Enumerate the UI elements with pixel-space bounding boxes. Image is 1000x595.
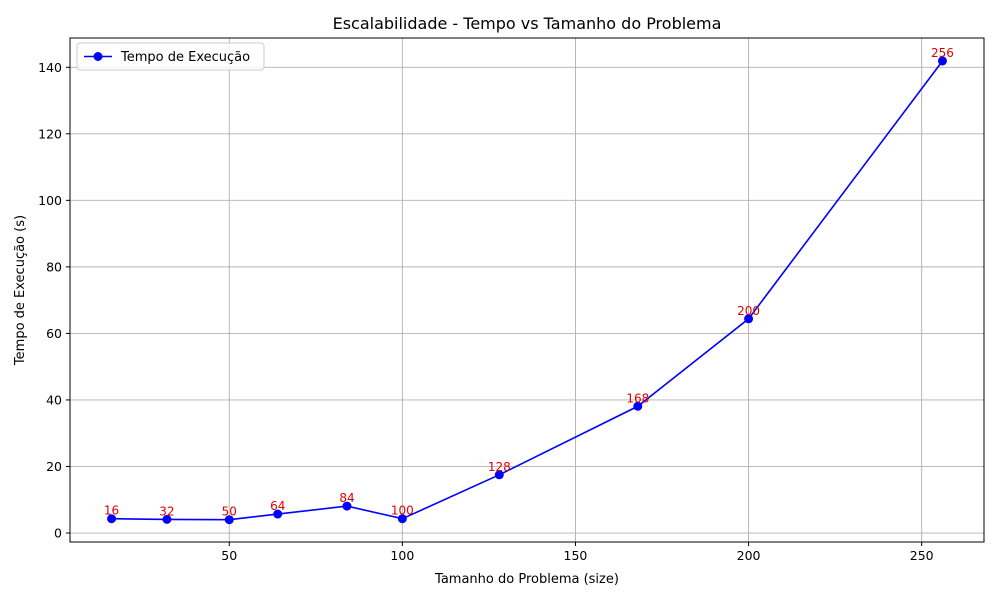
data-label: 16: [104, 504, 119, 518]
x-tick-label: 150: [564, 548, 588, 563]
data-point: [633, 401, 643, 411]
data-label: 200: [737, 304, 760, 318]
x-axis-label: Tamanho do Problema (size): [434, 572, 619, 587]
data-point: [107, 514, 117, 524]
chart-title: Escalabilidade - Tempo vs Tamanho do Pro…: [333, 14, 722, 33]
x-tick-label: 200: [737, 548, 761, 563]
data-label: 100: [391, 504, 414, 518]
grid: [70, 38, 984, 542]
y-tick-label: 0: [54, 526, 62, 541]
data-point: [224, 515, 234, 525]
point-labels: 16 32 50 64 84 100 128 168 200 256: [104, 46, 954, 519]
y-tick-label: 40: [46, 392, 62, 407]
data-label: 64: [270, 499, 285, 513]
series-tempo-de-execucao: [107, 56, 947, 525]
series-line: [111, 60, 944, 521]
legend-marker: [93, 52, 103, 61]
y-tick-label: 100: [38, 193, 62, 208]
data-label: 128: [488, 460, 511, 474]
data-label: 32: [159, 504, 174, 518]
data-point: [397, 514, 407, 524]
data-label: 256: [931, 46, 954, 60]
data-point: [162, 514, 172, 524]
data-point: [494, 470, 504, 480]
x-tick-label: 250: [910, 548, 934, 563]
data-point: [937, 56, 947, 66]
y-tick-label: 140: [38, 60, 62, 75]
legend-box: [76, 42, 265, 71]
data-point: [744, 314, 754, 324]
y-axis-label: Tempo de Execução (s): [13, 215, 28, 366]
data-label: 84: [339, 491, 354, 505]
legend-label: Tempo de Execução: [120, 50, 250, 65]
plot-area-frame: [69, 37, 985, 543]
data-point: [342, 501, 352, 511]
legend: Tempo de Execução: [76, 42, 265, 71]
x-axis-ticks: 50 100 150 200 250: [221, 542, 934, 563]
x-tick-label: 100: [390, 548, 414, 563]
data-label: 168: [626, 391, 649, 405]
data-label: 50: [222, 505, 237, 519]
data-point: [273, 509, 283, 519]
y-tick-label: 20: [46, 459, 62, 474]
y-tick-label: 60: [46, 326, 62, 341]
x-tick-label: 50: [221, 548, 237, 563]
y-tick-label: 120: [38, 126, 62, 141]
y-tick-label: 80: [46, 259, 62, 274]
y-axis-ticks: 0 20 40 60 80 100 120 140: [38, 60, 70, 541]
